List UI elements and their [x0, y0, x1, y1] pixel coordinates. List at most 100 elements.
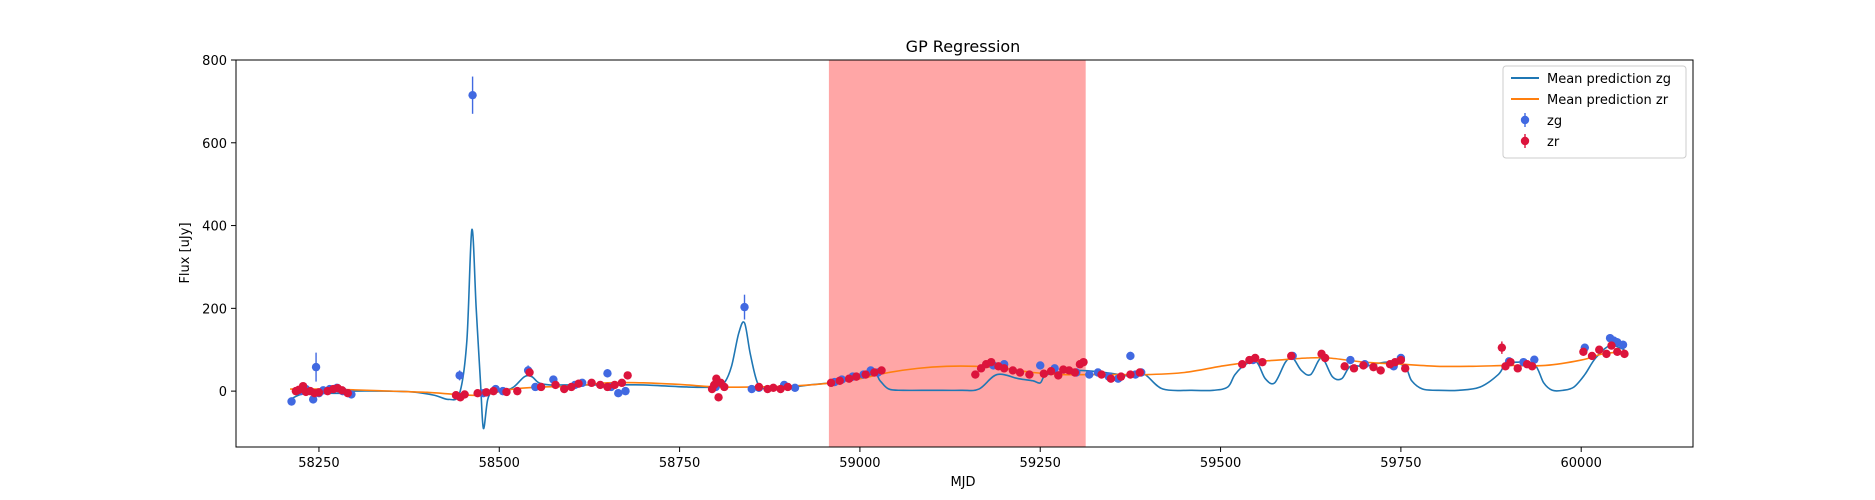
x-tick-label: 59750 — [1380, 456, 1421, 471]
data-point-zr — [1250, 353, 1260, 363]
data-point-zr — [1054, 371, 1063, 380]
data-point-zr — [1126, 370, 1135, 379]
x-tick-label: 58750 — [659, 456, 700, 471]
data-point-zr — [1237, 360, 1247, 369]
data-point-zg — [1085, 370, 1094, 379]
data-point-zr — [502, 387, 511, 397]
axes-frame — [235, 59, 1694, 448]
data-point-zr — [1116, 372, 1126, 381]
data-point-zr — [525, 368, 534, 377]
data-point-zr — [870, 368, 879, 377]
legend-label: zg — [1547, 114, 1562, 129]
data-point-zg — [603, 369, 612, 378]
series-line-zg — [289, 228, 1625, 430]
x-tick-label: 60000 — [1561, 456, 1602, 471]
data-point-zr — [1320, 353, 1330, 363]
x-tick-label: 59500 — [1200, 456, 1241, 471]
legend-label: zr — [1547, 135, 1560, 150]
y-tick-label: 600 — [202, 137, 227, 152]
data-point-zg — [311, 352, 321, 382]
data-point-zr — [1008, 366, 1018, 375]
legend-box — [1502, 65, 1687, 159]
data-point-zg — [1126, 351, 1135, 361]
data-point-zr — [489, 386, 498, 396]
data-point-zr — [1579, 347, 1588, 357]
data-point-zr — [1025, 370, 1034, 379]
y-tick-label: 0 — [219, 385, 227, 400]
y-tick-label: 200 — [202, 302, 227, 317]
data-point-zr — [826, 378, 836, 388]
data-point-zr — [783, 382, 792, 392]
data-point-zr — [1620, 349, 1629, 359]
data-point-zr — [513, 386, 522, 396]
data-point-zr — [1497, 341, 1507, 354]
data-point-zr — [1097, 370, 1106, 379]
data-point-zr — [852, 372, 861, 381]
data-point-zr — [1135, 368, 1144, 377]
data-point-zr — [1287, 351, 1296, 361]
data-point-zr — [460, 390, 469, 399]
legend-label: Mean prediction zr — [1547, 93, 1669, 108]
data-point-zr — [1376, 366, 1385, 375]
data-point-zr — [1607, 341, 1616, 350]
data-point-zg — [287, 397, 296, 406]
x-axis-label: MJD — [950, 475, 975, 490]
y-tick-label: 800 — [202, 54, 227, 69]
data-point-zr — [999, 364, 1009, 373]
legend-item: zg — [1520, 113, 1562, 129]
legend-item: zr — [1520, 134, 1560, 150]
data-point-zr — [844, 374, 854, 383]
data-point-zr — [482, 388, 491, 397]
data-point-zr — [971, 370, 980, 379]
data-point-zr — [1396, 355, 1406, 365]
x-tick-label: 58500 — [479, 456, 520, 471]
data-point-zr — [473, 388, 482, 398]
data-point-zg — [614, 388, 623, 398]
data-point-zg — [1618, 340, 1628, 349]
y-tick-label: 400 — [202, 220, 227, 235]
legend-label: Mean prediction zg — [1547, 72, 1671, 87]
data-point-zr — [1015, 368, 1025, 377]
data-point-zr — [1258, 357, 1267, 367]
legend: Mean prediction zg Mean prediction zr zg zr — [1502, 65, 1687, 159]
data-point-zr — [1106, 374, 1116, 383]
plot-area — [287, 60, 1629, 447]
data-point-zr — [567, 382, 576, 392]
data-point-zg — [747, 384, 756, 394]
data-point-zr — [714, 393, 723, 402]
data-point-zr — [1369, 362, 1378, 372]
data-point-zg — [740, 294, 749, 320]
data-point-zr — [1613, 347, 1622, 357]
data-point-zr — [986, 357, 996, 367]
x-tick-label: 59250 — [1020, 456, 1061, 471]
data-point-zg — [621, 386, 630, 396]
data-point-zr — [835, 376, 844, 385]
data-point-zr — [1602, 349, 1611, 359]
data-point-zr — [1079, 357, 1088, 367]
data-point-zr — [861, 370, 870, 379]
data-point-zr — [574, 379, 583, 388]
data-point-zr — [559, 384, 569, 394]
data-point-zr — [1340, 362, 1349, 371]
data-point-zr — [1349, 364, 1359, 373]
data-point-zg — [1530, 355, 1539, 364]
data-point-zr — [623, 371, 632, 380]
data-point-zg — [1036, 361, 1045, 370]
data-point-zg — [1346, 355, 1355, 365]
y-axis: 0 200 400 600 800 — [202, 54, 236, 400]
legend-item: Mean prediction zr — [1511, 93, 1669, 108]
data-point-zr — [610, 380, 619, 390]
x-axis: 58250 58500 58750 59000 59250 59500 59750 60000 — [298, 447, 1602, 471]
data-point-zg — [790, 383, 800, 393]
shaded-region — [828, 60, 1086, 447]
data-point-zr — [1070, 368, 1080, 377]
data-point-zr — [587, 378, 596, 388]
data-point-zr — [1587, 351, 1597, 361]
data-point-zr — [776, 384, 785, 394]
data-point-zr — [1359, 361, 1368, 370]
data-point-zr — [754, 382, 764, 392]
data-point-zr — [1506, 357, 1515, 367]
data-point-zr — [1401, 364, 1410, 373]
data-point-zr — [1046, 367, 1056, 376]
